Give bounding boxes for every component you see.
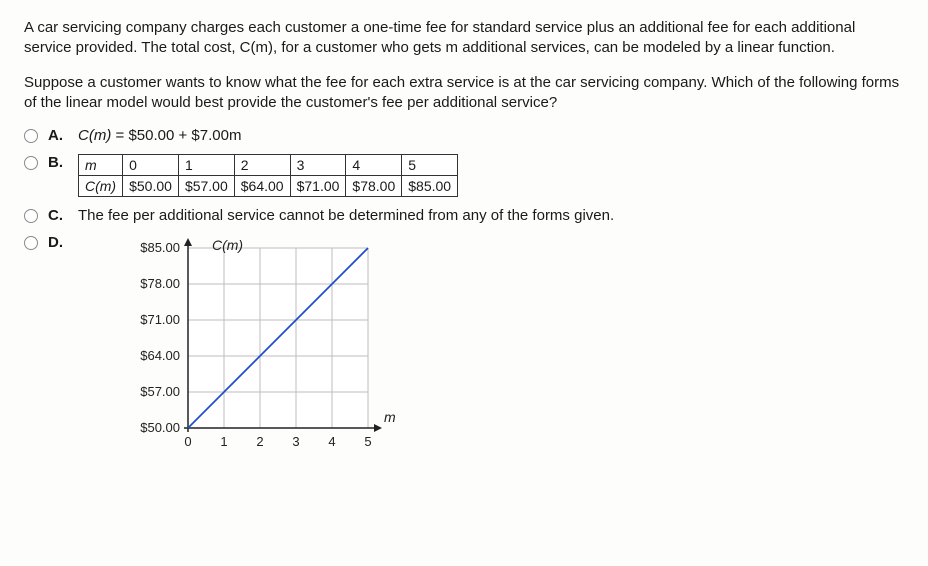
radio-icon <box>24 129 38 143</box>
option-d[interactable]: D. 0 1 2 3 4 5 $50.00 $57.00 $64.00 $71.00 $78.00 $… <box>24 234 904 468</box>
table-header-val: 5 <box>402 155 458 176</box>
table-header-val: 0 <box>123 155 179 176</box>
option-letter: A. <box>48 127 66 144</box>
option-b-content: m012345 C(m)$50.00$57.00$64.00$71.00$78.0… <box>78 154 904 197</box>
option-c[interactable]: C. The fee per additional service cannot… <box>24 207 904 224</box>
option-letter: C. <box>48 207 66 224</box>
svg-text:4: 4 <box>328 434 335 449</box>
table-cell: $64.00 <box>234 176 290 197</box>
svg-text:0: 0 <box>184 434 191 449</box>
svg-text:3: 3 <box>292 434 299 449</box>
line-chart: 0 1 2 3 4 5 $50.00 $57.00 $64.00 $71.00 $78.00 $85.… <box>118 238 418 468</box>
table-header-val: 2 <box>234 155 290 176</box>
formula-lhs: C(m) <box>78 127 111 144</box>
option-a[interactable]: A. C(m) = $50.00 + $7.00m <box>24 127 904 144</box>
problem-paragraph-1: A car servicing company charges each cus… <box>24 18 904 59</box>
option-b[interactable]: B. m012345 C(m)$50.00$57.00$64.00$71.00$7… <box>24 154 904 197</box>
table-cell: $78.00 <box>346 176 402 197</box>
table-cell: $50.00 <box>123 176 179 197</box>
option-letter: D. <box>48 234 66 251</box>
option-d-content: 0 1 2 3 4 5 $50.00 $57.00 $64.00 $71.00 $78.00 $85.… <box>78 234 904 468</box>
table-cell: $57.00 <box>178 176 234 197</box>
formula-rhs: $50.00 + $7.00m <box>128 127 241 144</box>
table-cell: $85.00 <box>402 176 458 197</box>
svg-text:5: 5 <box>364 434 371 449</box>
svg-text:1: 1 <box>220 434 227 449</box>
radio-icon <box>24 236 38 250</box>
formula-eq: = <box>111 127 128 144</box>
svg-text:$71.00: $71.00 <box>140 312 180 327</box>
chart-container: 0 1 2 3 4 5 $50.00 $57.00 $64.00 $71.00 $78.00 $85.… <box>118 238 904 468</box>
svg-text:$57.00: $57.00 <box>140 384 180 399</box>
option-c-text: The fee per additional service cannot be… <box>78 207 904 224</box>
svg-text:m: m <box>384 409 396 425</box>
table-header-val: 1 <box>178 155 234 176</box>
table-header-val: 4 <box>346 155 402 176</box>
problem-paragraph-2: Suppose a customer wants to know what th… <box>24 73 904 114</box>
svg-text:$64.00: $64.00 <box>140 348 180 363</box>
table-row-label: C(m) <box>79 176 123 197</box>
svg-text:2: 2 <box>256 434 263 449</box>
option-letter: B. <box>48 154 66 171</box>
radio-icon <box>24 209 38 223</box>
table-cell: $71.00 <box>290 176 346 197</box>
svg-text:$78.00: $78.00 <box>140 276 180 291</box>
svg-text:C(m): C(m) <box>212 238 243 253</box>
radio-icon <box>24 156 38 170</box>
options-list: A. C(m) = $50.00 + $7.00m B. m012345C(m)… <box>24 127 904 468</box>
option-a-content: C(m) = $50.00 + $7.00m <box>78 127 904 144</box>
svg-text:$50.00: $50.00 <box>140 420 180 435</box>
svg-text:$85.00: $85.00 <box>140 240 180 255</box>
table-header-val: 3 <box>290 155 346 176</box>
option-b-table: m012345 C(m)$50.00$57.00$64.00$71.00$78.0… <box>78 154 458 197</box>
table-header-var: m <box>79 155 123 176</box>
